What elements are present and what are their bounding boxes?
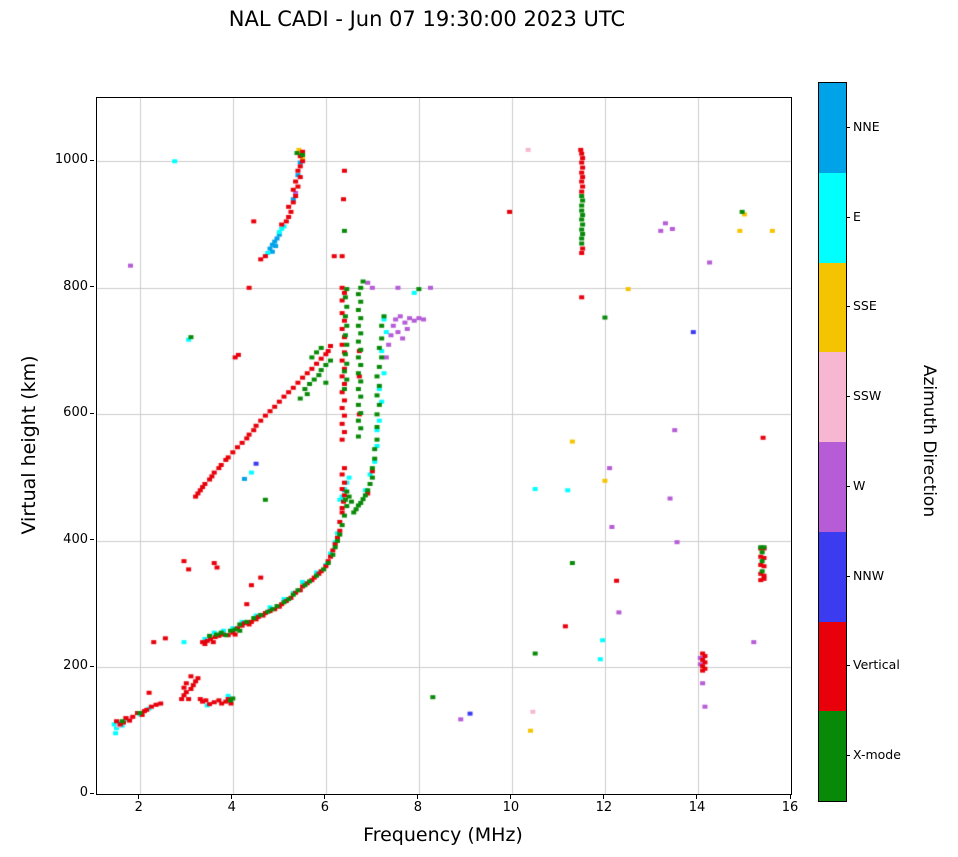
- scatter-canvas: [97, 98, 791, 794]
- y-axis-tick: [90, 539, 94, 541]
- x-axis-tick: [324, 795, 326, 799]
- colorbar-tick: [846, 127, 850, 128]
- colorbar-segment-x-mode: [819, 711, 846, 801]
- x-axis-tick: [417, 795, 419, 799]
- colorbar-tick: [846, 217, 850, 218]
- plot-area: [96, 97, 792, 795]
- colorbar-label: Vertical: [853, 657, 900, 673]
- colorbar-segment-sse: [819, 262, 846, 353]
- x-axis-tick: [603, 795, 605, 799]
- y-axis-tick: [90, 412, 94, 414]
- colorbar-segment-e: [819, 172, 846, 263]
- colorbar: [818, 82, 847, 802]
- x-axis-tick: [510, 795, 512, 799]
- y-tick-label: 600: [63, 405, 88, 421]
- colorbar-label: NNW: [853, 567, 885, 583]
- chart-title: NAL CADI - Jun 07 19:30:00 2023 UTC: [228, 7, 626, 31]
- colorbar-segment-nne: [819, 83, 846, 173]
- colorbar-title: Azimuth Direction: [919, 364, 939, 518]
- y-axis-label: Virtual height (km): [18, 355, 40, 535]
- colorbar-label: X-mode: [853, 747, 901, 763]
- y-tick-label: 400: [63, 531, 88, 547]
- x-axis-tick: [696, 795, 698, 799]
- y-tick-label: 800: [63, 278, 88, 294]
- colorbar-tick: [846, 576, 850, 577]
- colorbar-segment-nnw: [819, 531, 846, 622]
- x-tick-label: 16: [781, 800, 799, 815]
- colorbar-segment-ssw: [819, 352, 846, 442]
- colorbar-tick: [846, 306, 850, 307]
- y-tick-label: 0: [79, 785, 88, 800]
- y-axis-tick: [90, 792, 94, 794]
- colorbar-label: E: [853, 208, 861, 224]
- x-tick-label: 10: [502, 800, 520, 815]
- y-tick-label: 1000: [54, 152, 88, 168]
- x-axis-tick: [231, 795, 233, 799]
- colorbar-tick: [846, 665, 850, 666]
- colorbar-label: SSE: [853, 298, 877, 314]
- colorbar-tick: [846, 755, 850, 756]
- y-axis-tick: [90, 286, 94, 288]
- x-axis-tick: [789, 795, 791, 799]
- x-tick-label: 14: [688, 800, 706, 815]
- colorbar-label: W: [853, 477, 866, 493]
- y-tick-label: 200: [63, 658, 88, 674]
- x-tick-label: 8: [413, 800, 423, 815]
- colorbar-label: NNE: [853, 118, 880, 134]
- x-tick-label: 12: [595, 800, 613, 815]
- y-axis-tick: [90, 159, 94, 161]
- x-axis-label: Frequency (MHz): [363, 824, 523, 846]
- x-tick-label: 2: [134, 800, 143, 815]
- colorbar-tick: [846, 396, 850, 397]
- colorbar-tick: [846, 486, 850, 487]
- y-axis-tick: [90, 665, 94, 667]
- colorbar-segment-w: [819, 442, 846, 532]
- x-tick-label: 6: [320, 800, 329, 815]
- colorbar-segment-vertical: [819, 621, 846, 712]
- colorbar-label: SSW: [853, 388, 882, 404]
- x-tick-label: 4: [227, 800, 236, 815]
- x-axis-tick: [138, 795, 140, 799]
